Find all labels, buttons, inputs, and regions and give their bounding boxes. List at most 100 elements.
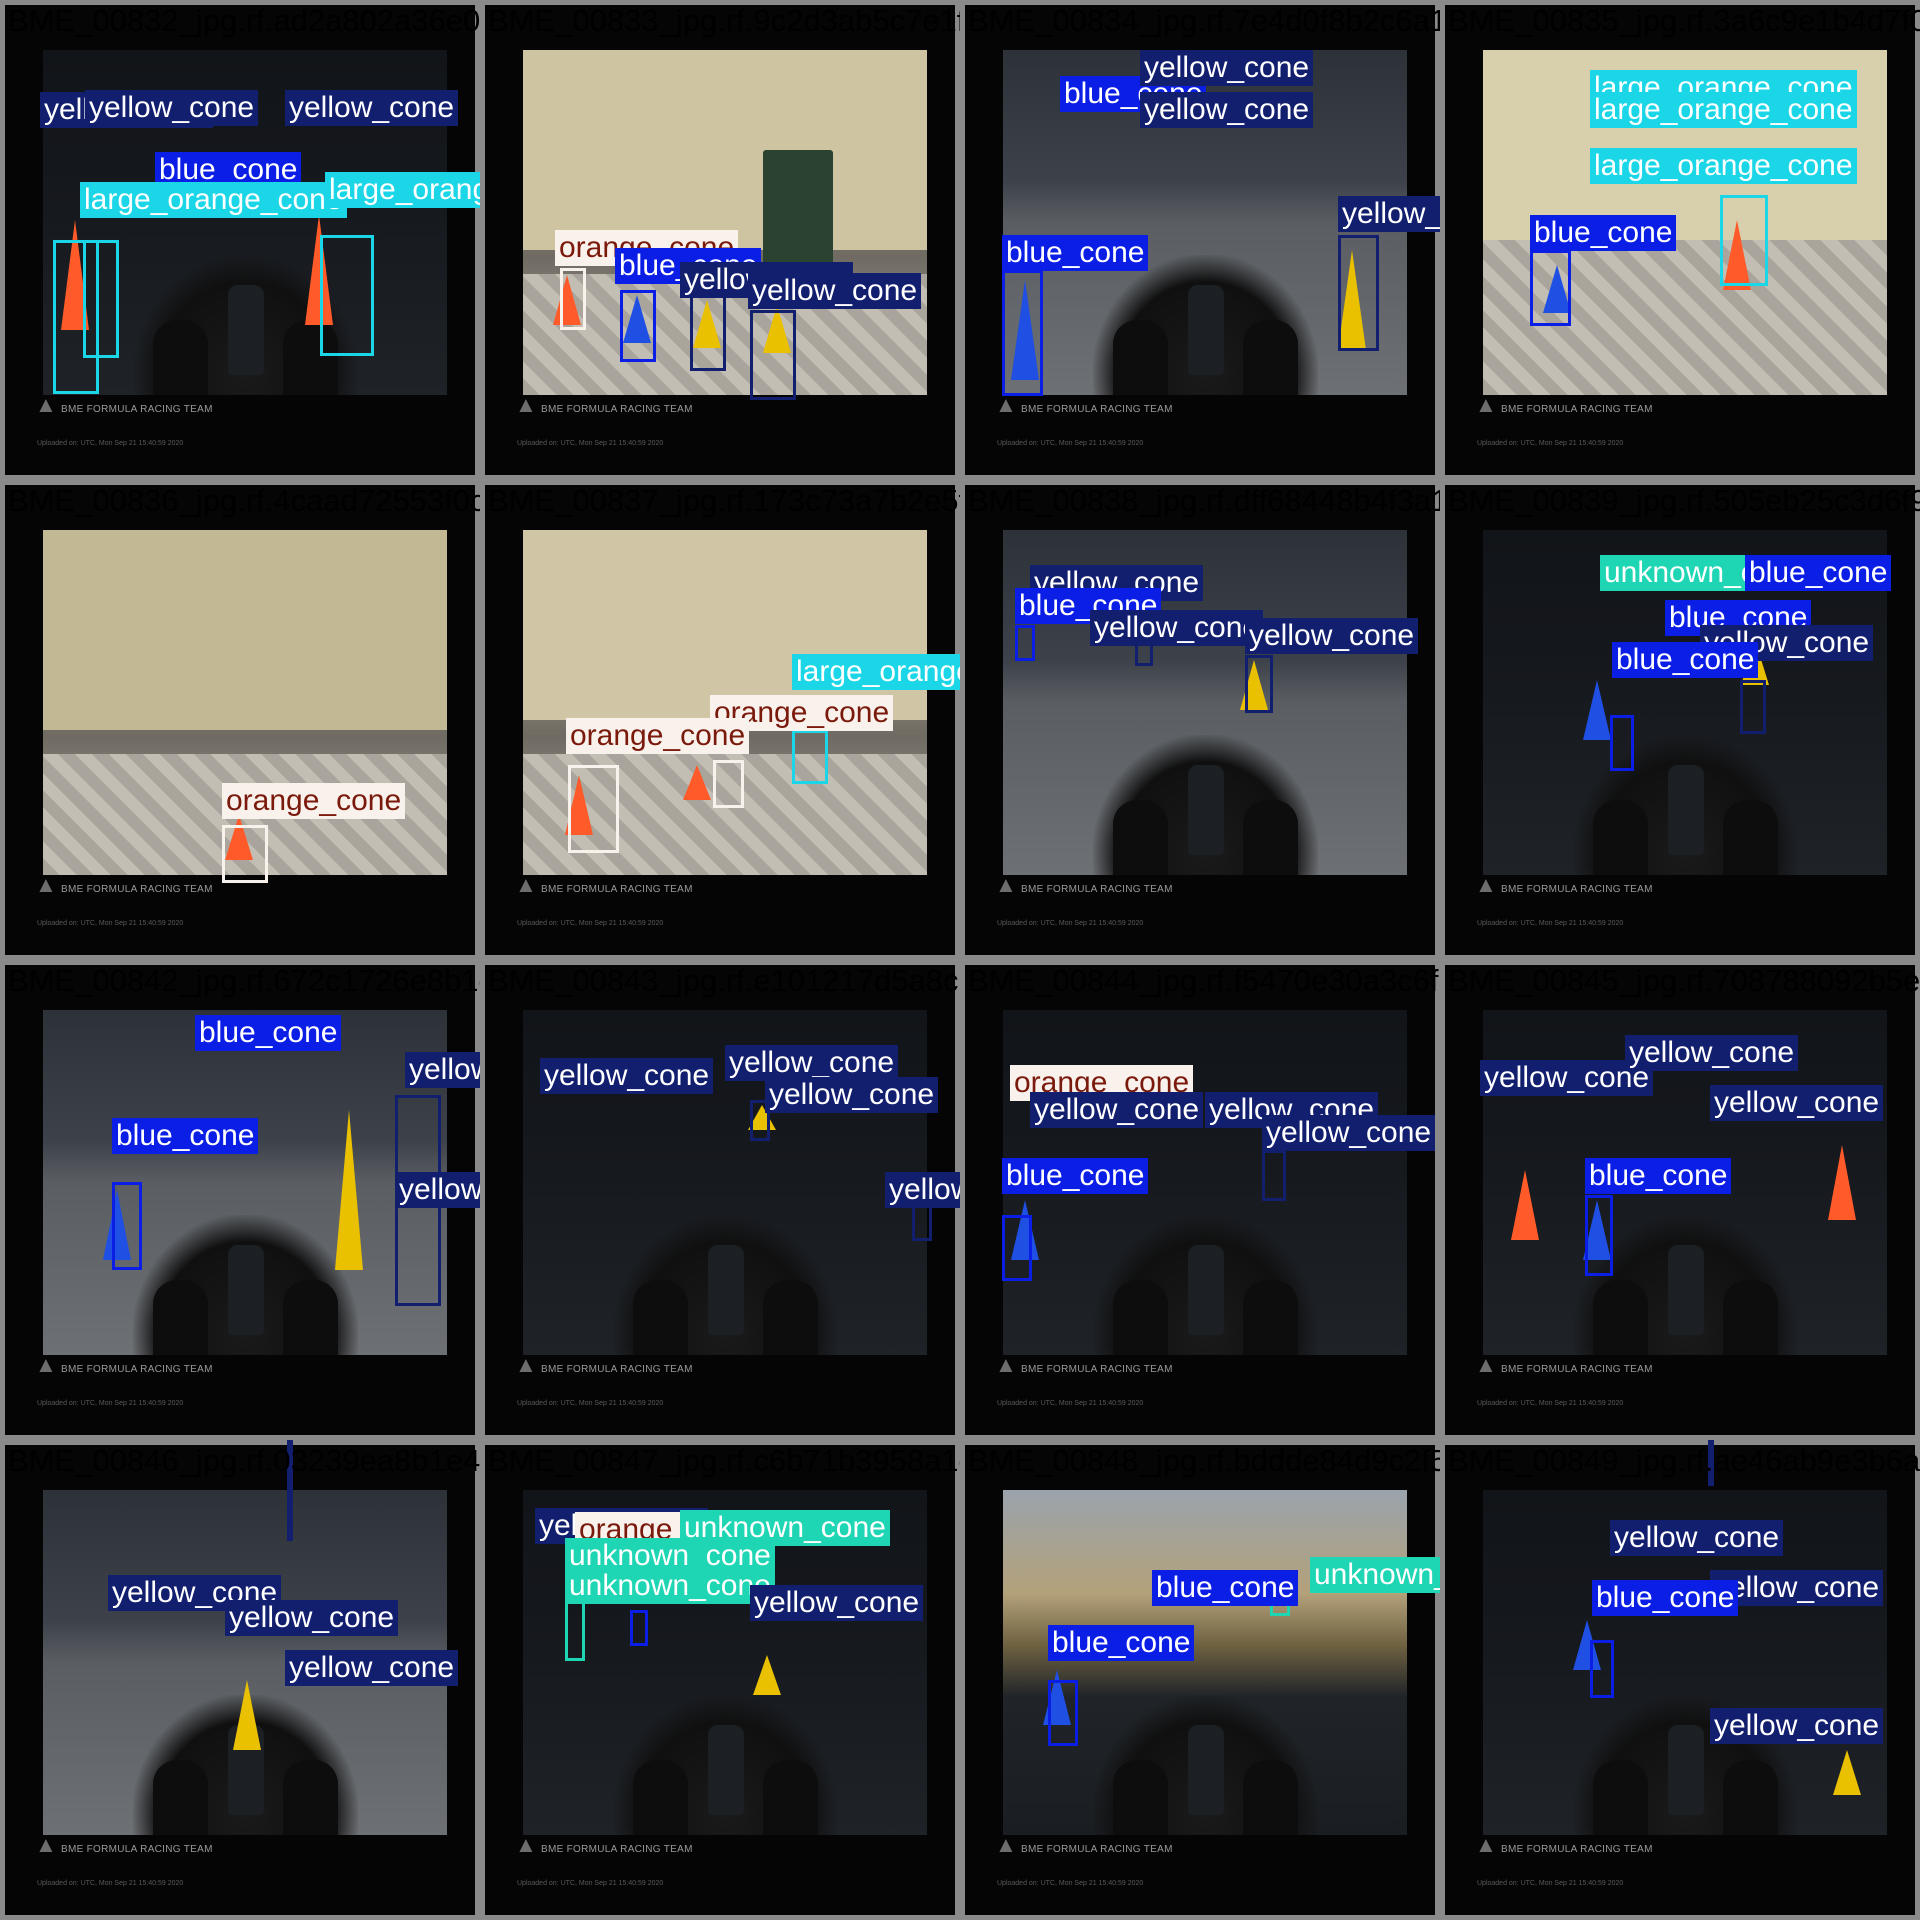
tile-title: BME_00846_jpg.rf.03239ea8b1e4d7a0c3f6b9e… — [8, 1443, 480, 1478]
upload-stamp: Uploaded on: UTC, Mon Sep 21 15:40:59 20… — [1477, 1880, 1624, 1887]
brand-logo: BME FORMULA RACING TEAM — [35, 1352, 213, 1378]
tile-14: BME FORMULA RACING TEAM Uploaded on: UTC… — [480, 1440, 960, 1920]
tile-10: BME FORMULA RACING TEAM Uploaded on: UTC… — [480, 960, 960, 1440]
tile-title: BME_00844_jpg.rf.f5470e30a3c6f9b2e5d8a1c… — [968, 963, 1440, 998]
bbox-yellow-cone — [1245, 655, 1273, 713]
bbox-blue-cone — [1015, 625, 1035, 661]
label-large-orange-cone: large_orange_cone — [1590, 92, 1857, 128]
label-blue-cone: blue_cone — [1745, 555, 1892, 591]
label-yellow-cone: yellow_cone — [225, 1600, 399, 1636]
upload-stamp: Uploaded on: UTC, Mon Sep 21 15:40:59 20… — [997, 440, 1144, 447]
brand-logo: BME FORMULA RACING TEAM — [1475, 392, 1653, 418]
label-blue-cone: blue_cone — [195, 1015, 342, 1051]
upload-stamp: Uploaded on: UTC, Mon Sep 21 15:40:59 20… — [37, 920, 184, 927]
tile-11: BME FORMULA RACING TEAM Uploaded on: UTC… — [960, 960, 1440, 1440]
label-blue-cone: blue_cone — [1585, 1158, 1732, 1194]
tile-5: BME FORMULA RACING TEAM Uploaded on: UTC… — [0, 480, 480, 960]
label-yellow-cone: yellow_cone — [1480, 1060, 1654, 1096]
camera-image — [43, 1010, 447, 1355]
brand-logo: BME FORMULA RACING TEAM — [35, 872, 213, 898]
camera-image — [1003, 530, 1407, 875]
label-blue-cone: blue_cone — [1002, 235, 1149, 271]
label-orange-cone: orange_cone — [566, 718, 750, 754]
label-yellow-cone: yellow_cone — [1625, 1035, 1799, 1071]
label-large-orange-cone: large_orange_cone — [792, 654, 960, 690]
tile-title: BME_00838_jpg.rf.dff68448b4f3a1c6e9b2d5f… — [968, 483, 1440, 518]
tile-title: BME_00848_jpg.rf.bddde84d9c2f5b8e1a4d7c0… — [968, 1443, 1440, 1478]
tile-9: BME FORMULA RACING TEAM Uploaded on: UTC… — [0, 960, 480, 1440]
label-large-orange-cone: large_orange_cone — [1590, 148, 1857, 184]
bbox-yellow-cone — [1262, 1150, 1286, 1201]
brand-logo: BME FORMULA RACING TEAM — [515, 392, 693, 418]
bbox-large-orange-cone — [53, 240, 99, 394]
label-yellow-cone: yellow_cone — [285, 1650, 459, 1686]
brand-logo: BME FORMULA RACING TEAM — [995, 392, 1173, 418]
label-yellow-cone: yellow_cone — [725, 1045, 899, 1081]
brand-logo: BME FORMULA RACING TEAM — [1475, 1352, 1653, 1378]
brand-logo: BME FORMULA RACING TEAM — [1475, 872, 1653, 898]
bbox-yellow-cone — [750, 1100, 770, 1141]
tile-16: BME FORMULA RACING TEAM Uploaded on: UTC… — [1440, 1440, 1920, 1920]
tile-8: BME FORMULA RACING TEAM Uploaded on: UTC… — [1440, 480, 1920, 960]
label-yellow-cone: yellow_cone — [405, 1052, 480, 1088]
label-yellow-cone: yellow_cone — [1140, 92, 1314, 128]
label-blue-cone: blue_cone — [112, 1118, 259, 1154]
bbox-blue-cone — [1530, 250, 1571, 326]
label-blue-cone: blue_cone — [1002, 1158, 1149, 1194]
brand-logo: BME FORMULA RACING TEAM — [515, 872, 693, 898]
upload-stamp: Uploaded on: UTC, Mon Sep 21 15:40:59 20… — [517, 1880, 664, 1887]
bbox-yellow-cone — [1740, 680, 1766, 734]
bbox-blue-cone — [630, 1610, 648, 1646]
tile-title: BME_00847_jpg.rf.c6b71b3958a1d4f7c0e3b6a… — [488, 1443, 960, 1478]
label-yellow-cone: yellow_cone — [1610, 1520, 1784, 1556]
tile-2: BME FORMULA RACING TEAM Uploaded on: UTC… — [480, 0, 960, 480]
camera-image — [43, 1490, 447, 1835]
tile-title: BME_00849_jpg.rf.ae46ab9e3b6a9d2c5f8e1b4… — [1448, 1443, 1920, 1478]
bbox-blue-cone — [112, 1182, 142, 1270]
label-yellow-cone: yellow_cone — [1262, 1115, 1436, 1151]
label-yellow-cone: yellow_cone — [85, 90, 259, 126]
bbox-orange-cone — [713, 760, 744, 808]
brand-logo: BME FORMULA RACING TEAM — [995, 872, 1173, 898]
bbox-blue-cone — [1048, 1680, 1078, 1746]
bbox-yellow-cone — [1338, 235, 1379, 351]
label-yellow-cone: yellow_cone — [1710, 1570, 1884, 1606]
label-yellow-cone: yellow_cone — [765, 1077, 939, 1113]
bbox-orange-cone — [222, 825, 268, 883]
label-yellow-cone: yellow_cone — [540, 1058, 714, 1094]
bbox-large-orange-cone — [1720, 195, 1768, 286]
label-yellow-cone: yellow_cone — [395, 1172, 480, 1208]
tile-title: BME_00834_jpg.rf.7e4d0f8b2c6a1e9d3f5b7a0… — [968, 3, 1440, 38]
upload-stamp: Uploaded on: UTC, Mon Sep 21 15:40:59 20… — [517, 920, 664, 927]
upload-stamp: Uploaded on: UTC, Mon Sep 21 15:40:59 20… — [997, 1400, 1144, 1407]
brand-logo: BME FORMULA RACING TEAM — [515, 1352, 693, 1378]
bbox-blue-cone — [1002, 1215, 1032, 1281]
bbox-yellow-cone — [750, 310, 796, 400]
tile-title: BME_00837_jpg.rf.173c73a7b2e5f8a1c4d7e0b… — [488, 483, 960, 518]
bbox-blue-cone — [620, 290, 656, 362]
bbox-unknown-cone — [565, 1595, 585, 1661]
brand-logo: BME FORMULA RACING TEAM — [515, 1832, 693, 1858]
label-yellow-cone: yellow_cone — [285, 90, 459, 126]
camera-image — [43, 530, 447, 875]
camera-image — [1003, 1490, 1407, 1835]
brand-logo: BME FORMULA RACING TEAM — [995, 1352, 1173, 1378]
tile-4: BME FORMULA RACING TEAM Uploaded on: UTC… — [1440, 0, 1920, 480]
label-yellow-cone: yellow_cone — [1090, 610, 1264, 646]
tile-title: BME_00845_jpg.rf.708788092b5e8d1a4c7f0b3… — [1448, 963, 1920, 998]
label-blue-cone: blue_cone — [1592, 1580, 1739, 1616]
bbox-blue-cone — [1002, 270, 1043, 396]
brand-logo: BME FORMULA RACING TEAM — [35, 392, 213, 418]
tile-12: BME FORMULA RACING TEAM Uploaded on: UTC… — [1440, 960, 1920, 1440]
tile-1: BME FORMULA RACING TEAM Uploaded on: UTC… — [0, 0, 480, 480]
tile-title: BME_00833_jpg.rf.9c2d3ab5c7e1f0a4b6d8e2c… — [488, 3, 960, 38]
upload-stamp: Uploaded on: UTC, Mon Sep 21 15:40:59 20… — [1477, 440, 1624, 447]
bbox-blue-cone — [1590, 1640, 1614, 1698]
label-yellow-cone: yellow_cone — [1140, 50, 1314, 86]
label-blue-cone: blue_cone — [1152, 1570, 1299, 1606]
brand-logo: BME FORMULA RACING TEAM — [995, 1832, 1173, 1858]
bbox-orange-cone — [568, 765, 619, 853]
tile-title: BME_00842_jpg.rf.672c1726e8b1d4f7a0c3e6b… — [8, 963, 480, 998]
tile-6: BME FORMULA RACING TEAM Uploaded on: UTC… — [480, 480, 960, 960]
